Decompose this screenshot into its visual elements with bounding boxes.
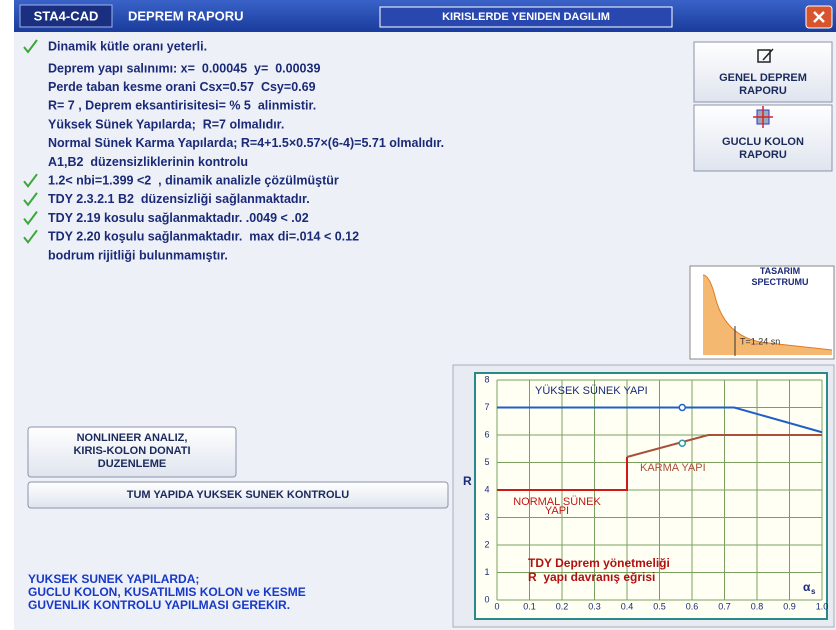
button-label-line: NONLINEER ANALIZ,	[77, 432, 188, 444]
tab-button[interactable]	[379, 6, 673, 28]
report-line: Dinamik kütle oranı yeterli.	[48, 39, 207, 53]
spectrum-title: TASARIM SPECTRUMU	[751, 266, 808, 287]
button-label-line: RAPORU	[739, 149, 787, 161]
check-mark	[23, 173, 38, 188]
check-mark	[23, 192, 38, 207]
tab-label: KIRISLERDE YENIDEN DAGILIM	[442, 11, 610, 23]
series-line	[497, 406, 823, 434]
y-tick-label: 4	[484, 484, 489, 494]
curve-label: YAPI	[545, 505, 569, 517]
button-label: NONLINEER ANALIZ, KIRIS-KOLON DONATI DUZEN…	[73, 432, 190, 470]
y-tick-label: 2	[484, 539, 489, 549]
x-tick-label: 0	[494, 601, 499, 611]
button-label: GENEL DEPREM RAPORU	[719, 72, 807, 97]
close-button[interactable]	[805, 5, 833, 29]
report-line: TDY 2.20 koşulu sağlanmaktadır. max di=.…	[48, 230, 359, 244]
curve-label: NORMAL SÜNEK	[513, 496, 601, 508]
x-tick-label: 1.0	[816, 601, 829, 611]
check-mark	[23, 229, 38, 244]
y-tick-label: 3	[484, 512, 489, 522]
report-text: Dinamik kütle oranı yeterli. Deprem yapı …	[23, 39, 444, 262]
button-label-line: GUCLU KOLON	[722, 136, 804, 148]
guclu-kolon-button[interactable]: GUCLU KOLON RAPORU	[693, 104, 833, 172]
button-label-line: DUZENLEME	[98, 458, 166, 470]
footer-note-line: YUKSEK SUNEK YAPILARDA;	[28, 572, 199, 586]
button-label-line: RAPORU	[739, 85, 787, 97]
report-line: R= 7 , Deprem eksantirisitesi= % 5 alinm…	[48, 99, 316, 113]
footer-note: YUKSEK SUNEK YAPILARDA; GUCLU KOLON, KUSA…	[28, 572, 306, 612]
footer-note-line: GUVENLIK KONTROLU YAPILMASI GEREKIR.	[28, 598, 290, 612]
x-tick-label: 0.2	[556, 601, 569, 611]
y-axis-label: R	[463, 474, 472, 488]
nonlineer-button[interactable]: NONLINEER ANALIZ, KIRIS-KOLON DONATI DUZEN…	[27, 426, 237, 478]
point-marker	[678, 439, 686, 447]
y-tick-label: 5	[484, 457, 489, 467]
series-line	[497, 457, 628, 491]
x-axis-label-sub: s	[811, 587, 816, 596]
spectrum-title-line: TASARIM	[760, 266, 800, 276]
window-title: DEPREM RAPORU	[128, 8, 244, 23]
curve-label: YÜKSEK SÜNEK YAPI	[535, 385, 648, 397]
report-line: Normal Sünek Karma Yapılarda; R=4+1.5×0.…	[48, 136, 444, 150]
button-label: GUCLU KOLON RAPORU	[722, 136, 804, 161]
y-tick-label: 7	[484, 402, 489, 412]
point-marker	[678, 403, 686, 412]
spectrum-thumbnail[interactable]: TASARIM SPECTRUMU T=1.24 sn	[689, 265, 835, 360]
check-mark	[23, 211, 38, 226]
tum-yapida-button[interactable]: TUM YAPIDA YUKSEK SUNEK KONTROLU	[27, 481, 449, 509]
check-mark	[23, 39, 38, 54]
spectrum-title-line: SPECTRUMU	[751, 277, 808, 287]
report-line: 1.2< nbi=1.399 <2 , dinamik analizle çöz…	[48, 173, 339, 187]
chart-title: TDY Deprem yönetmeliği	[528, 556, 670, 570]
footer-note-line: GUCLU KOLON, KUSATILMIS KOLON ve KESME	[28, 585, 306, 599]
genel-deprem-button[interactable]: GENEL DEPREM RAPORU	[693, 41, 833, 103]
r-chart: 0 1 2 3 4 5 6 7 8 0 0.1 0.2 0.3 0.4 0.5 0.6 0.7 0.8 0.9 1.0…	[452, 364, 835, 628]
y-tick-label: 6	[484, 429, 489, 439]
report-line: Perde taban kesme orani Csx=0.57 Csy=0.6…	[48, 80, 316, 94]
report-line: A1,B2 düzensizliklerinin kontrolu	[48, 155, 248, 169]
x-tick-label: 0.1	[523, 601, 536, 611]
x-tick-label: 0.8	[751, 601, 764, 611]
y-tick-label: 1	[484, 567, 489, 577]
report-line: Deprem yapı salınımı: x= 0.00045 y= 0.00…	[48, 61, 320, 75]
period-label: T=1.24 sn	[740, 336, 780, 346]
chart-title: R yapı davranış eğrisi	[528, 570, 655, 584]
curve-label: KARMA YAPI	[640, 462, 706, 474]
x-tick-label: 0.3	[588, 601, 601, 611]
report-line: Yüksek Sünek Yapılarda; R=7 olmalıdır.	[48, 117, 284, 131]
x-tick-label: 0.5	[653, 601, 666, 611]
button-label-line: GENEL DEPREM	[719, 72, 807, 84]
y-tick-label: 8	[484, 374, 489, 384]
button-label: TUM YAPIDA YUKSEK SUNEK KONTROLU	[127, 489, 350, 501]
report-line: bodrum rijitliği bulunmamıştır.	[48, 248, 228, 262]
report-line: TDY 2.3.2.1 B2 düzensizliği sağlanmaktad…	[48, 192, 310, 206]
y-tick-label: 0	[484, 594, 489, 604]
x-tick-label: 0.6	[686, 601, 699, 611]
button-label-line: KIRIS-KOLON DONATI	[73, 445, 190, 457]
series-line	[626, 434, 822, 458]
x-axis-label: α	[803, 580, 811, 594]
report-line: TDY 2.19 kosulu sağlanmaktadır. .0049 < …	[48, 211, 309, 225]
app-name: STA4-CAD	[34, 8, 99, 23]
x-tick-label: 0.9	[783, 601, 796, 611]
app-badge	[19, 4, 113, 28]
x-tick-label: 0.7	[718, 601, 731, 611]
x-tick-label: 0.4	[621, 601, 634, 611]
